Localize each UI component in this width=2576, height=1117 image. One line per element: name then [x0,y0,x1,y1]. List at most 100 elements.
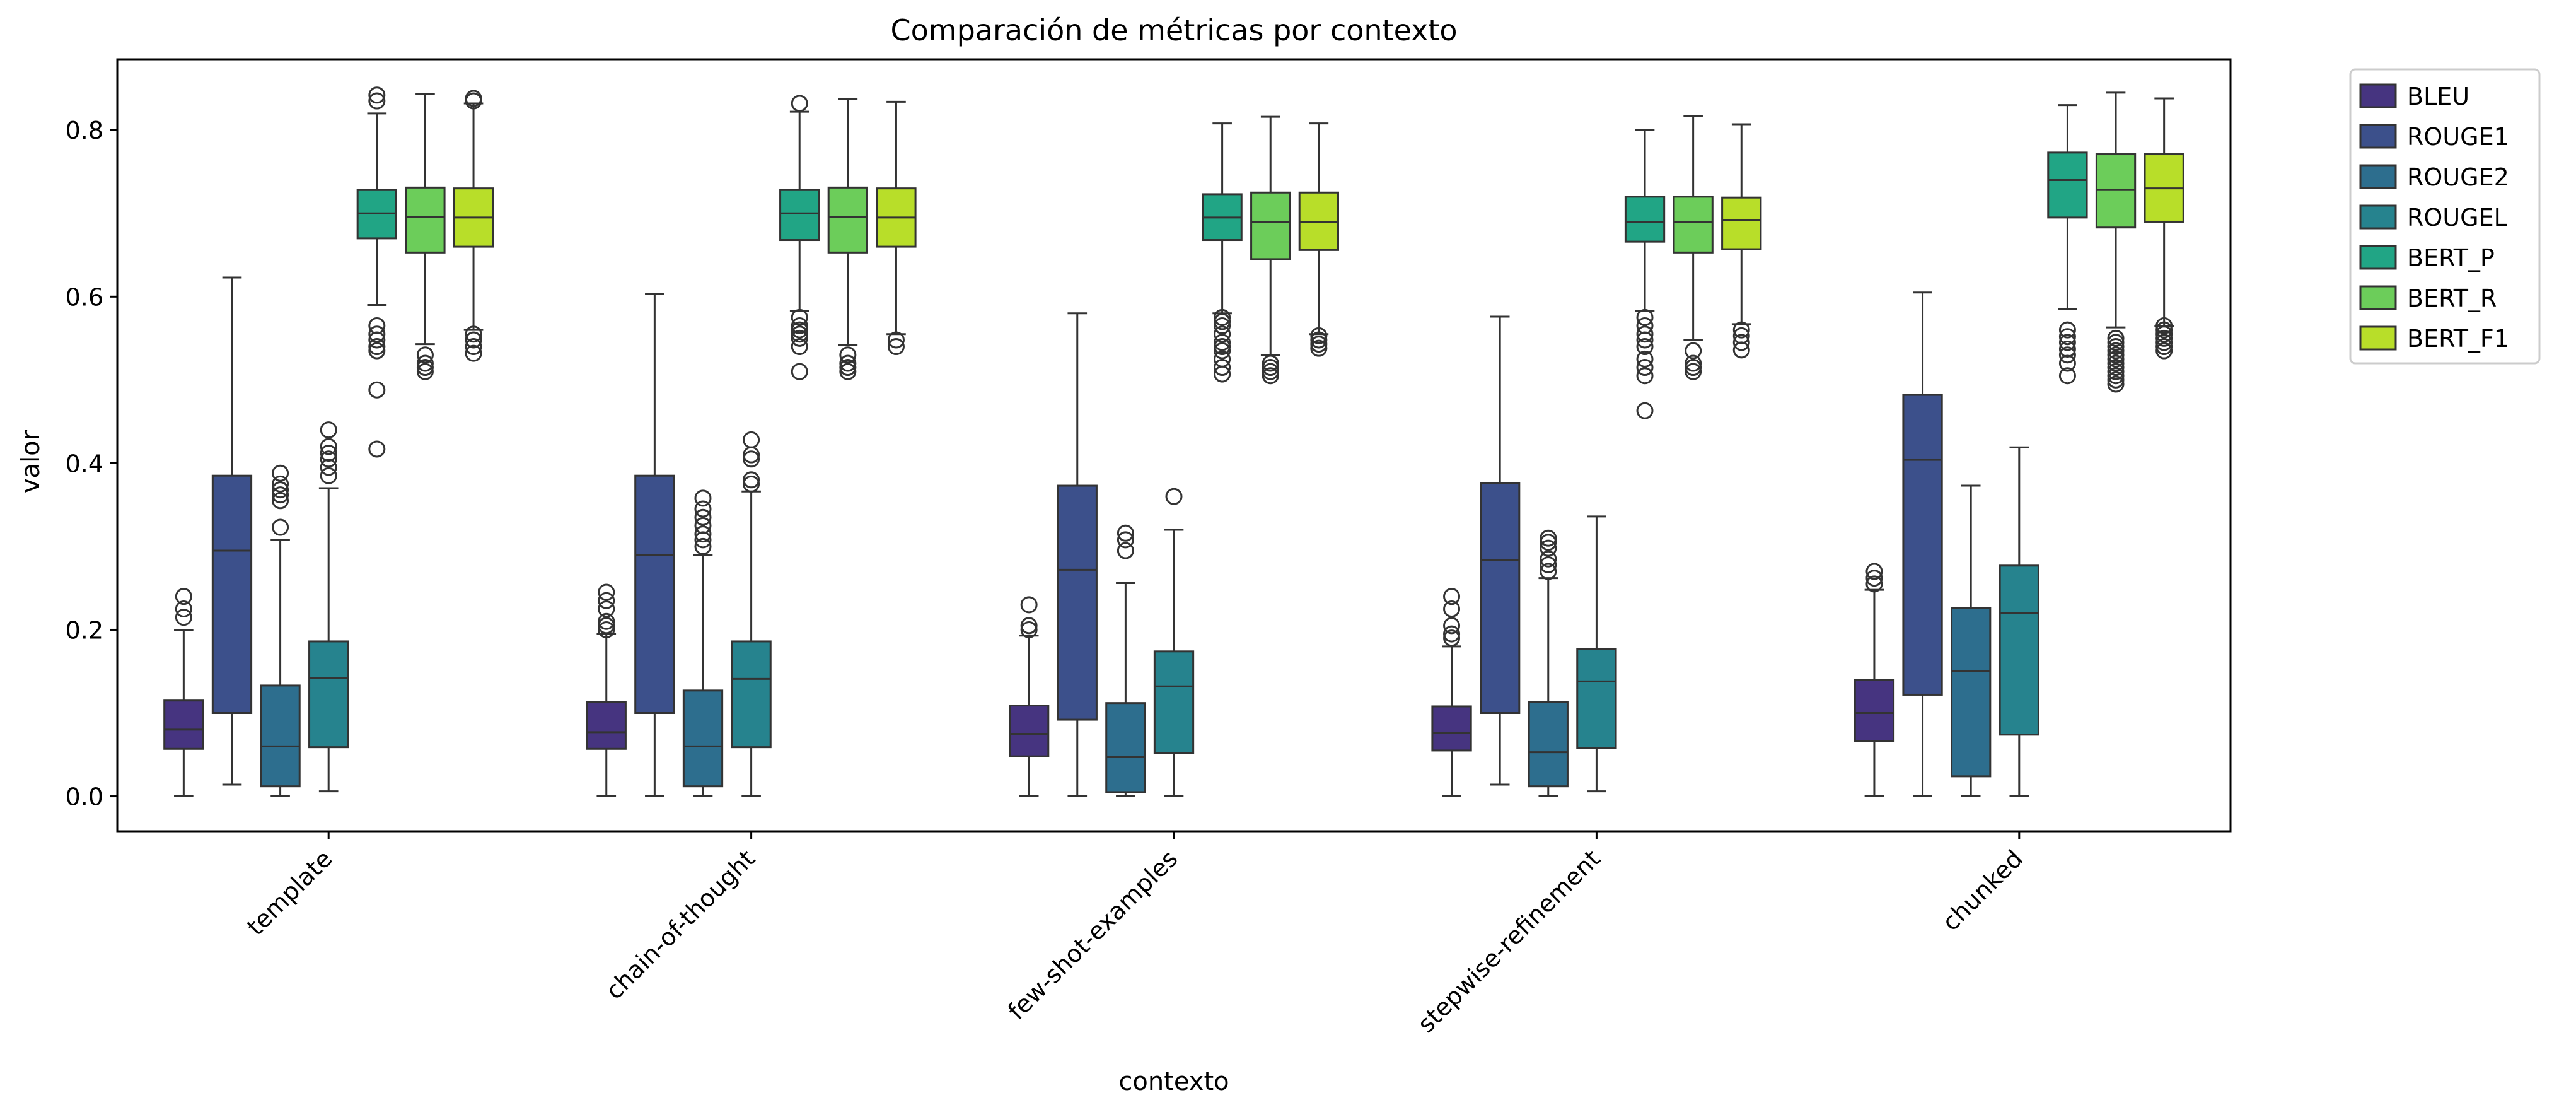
y-tick-label: 0.0 [66,783,103,811]
outlier-point [320,445,337,462]
y-tick-label: 0.8 [66,117,103,144]
outlier-point [1214,359,1231,377]
outlier-point [416,359,434,377]
outlier-point [2058,367,2076,385]
outlier-point [2107,329,2125,347]
outlier-point [1443,617,1461,635]
outlier-point [465,90,482,107]
chart-title: Comparación de métricas por contexto [891,13,1458,47]
outlier-point [416,363,434,380]
outlier-point [2058,321,2076,339]
box-body [2047,151,2088,219]
outlier-point [272,486,289,504]
outlier-point [694,525,712,543]
outlier-point [694,508,712,526]
outlier-point [1865,570,1883,587]
outlier-point [368,381,386,399]
outlier-point [887,331,905,349]
outlier-point [320,450,337,468]
x-axis-label: contexto [1118,1067,1229,1096]
box-bleu-few-shot-examples [1009,596,1050,798]
outlier-point [1262,354,1279,372]
box-bert_r-chain-of-thought [827,98,868,380]
outlier-point [2058,334,2076,351]
outlier-point [1443,600,1461,617]
outlier-point [791,329,808,347]
box-bert_f1-stepwise-refinement [1721,123,1762,359]
outlier-point [1636,350,1654,368]
box-body [1951,607,1992,778]
outlier-point [839,354,857,372]
box-bleu-chunked [1854,563,1895,798]
outlier-point [1540,539,1557,557]
outlier-point [2107,342,2125,360]
box-body [827,186,868,254]
outlier-point [1262,359,1279,377]
box-bert_p-few-shot-examples [1202,122,1243,383]
box-body [634,474,675,715]
outlier-point [2155,338,2173,356]
outlier-point [791,325,808,343]
outlier-point [1636,402,1654,419]
outlier-point [1020,621,1038,638]
outlier-point [743,431,760,448]
outlier-point [887,338,905,356]
outlier-point [1540,534,1557,551]
box-bert_p-chunked [2047,104,2088,385]
outlier-point [2058,354,2076,372]
outlier-point [694,531,712,549]
outlier-point [2107,350,2125,368]
outlier-point [175,588,192,605]
outlier-point [465,325,482,343]
outlier-point [1636,359,1654,377]
box-body [405,186,446,254]
legend: BLEU ROUGE1 ROUGE2 ROUGEL BERT_P BERT_R BERT_F… [2349,68,2541,365]
box-body [260,684,301,788]
outlier-point [2107,338,2125,356]
outlier-point [320,459,337,476]
legend-label-rouge1: ROUGE1 [2407,123,2509,151]
outlier-point [1214,338,1231,356]
outlier-point [1443,588,1461,605]
outlier-point [2107,363,2125,380]
outlier-point [1214,308,1231,326]
outlier-point [1636,317,1654,335]
box-rougel-stepwise-refinement [1576,515,1617,793]
box-rouge1-stepwise-refinement [1480,315,1521,786]
outlier-point [694,537,712,555]
outlier-point [368,338,386,356]
outlier-point [2107,359,2125,377]
outlier-point [1540,550,1557,568]
box-body [1009,705,1050,757]
outlier-point [2155,321,2173,339]
box-rouge1-chain-of-thought [634,293,675,798]
outlier-point [694,500,712,518]
box-body [1576,648,1617,749]
box-bert_r-stepwise-refinement [1673,115,1714,380]
outlier-point [465,338,482,356]
box-body [731,640,772,749]
box-body [1999,564,2039,736]
box-bert_r-chunked [2095,91,2137,393]
legend-label-bleu: BLEU [2407,83,2469,110]
legend-label-bert_p: BERT_P [2407,244,2495,272]
outlier-point [368,440,386,458]
legend-label-bert_f1: BERT_F1 [2407,325,2509,353]
outlier-point [2058,328,2076,346]
outlier-point [1214,334,1231,351]
outlier-point [2107,367,2125,385]
box-body [1528,701,1569,788]
outlier-point [598,583,615,601]
outlier-point [598,592,615,609]
box-rouge1-few-shot-examples [1057,312,1098,798]
box-body [1480,482,1521,715]
box-rouge2-chain-of-thought [682,489,724,798]
y-tick-label: 0.2 [66,616,103,644]
outlier-point [368,331,386,349]
outlier-point [1310,331,1328,349]
outlier-point [1540,529,1557,547]
outlier-point [1020,596,1038,614]
box-rouge1-chunked [1902,291,1943,798]
box-bert_r-few-shot-examples [1250,115,1291,385]
